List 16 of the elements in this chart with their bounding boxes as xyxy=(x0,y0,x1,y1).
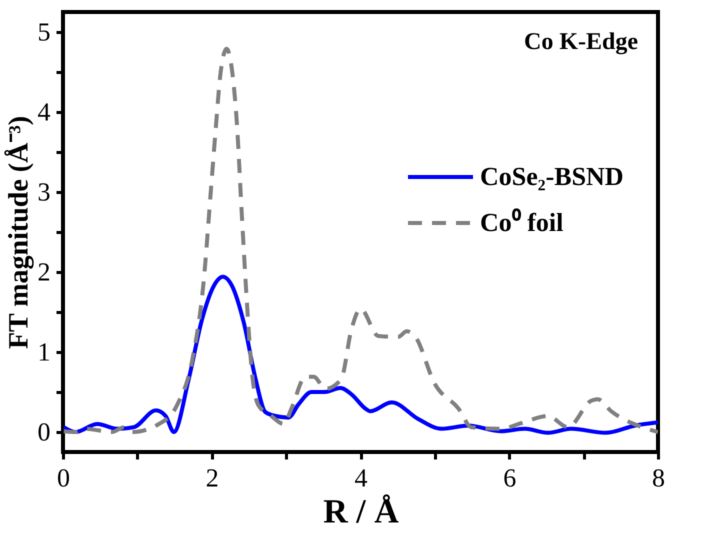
x-tick-label: 4 xyxy=(354,464,368,492)
legend-label: Co⁰ foil xyxy=(480,208,564,237)
x-tick-label: 8 xyxy=(652,464,665,492)
x-tick-label: 2 xyxy=(206,464,219,492)
y-axis-title: FT magnitude (Å⁻³) xyxy=(4,116,34,350)
x-axis-title: R / Å xyxy=(323,494,400,530)
y-tick-label: 5 xyxy=(38,18,50,46)
x-tick-label: 6 xyxy=(503,464,516,492)
y-tick-label: 1 xyxy=(38,338,50,366)
y-tick-label: 0 xyxy=(38,418,50,446)
annotation: Co K-Edge xyxy=(524,29,638,55)
y-tick-label: 2 xyxy=(38,258,50,286)
x-tick-label: 0 xyxy=(57,464,70,492)
legend-label: CoSe₂-BSND xyxy=(480,162,624,191)
y-tick-label: 3 xyxy=(38,178,50,206)
y-tick-label: 4 xyxy=(38,98,50,126)
